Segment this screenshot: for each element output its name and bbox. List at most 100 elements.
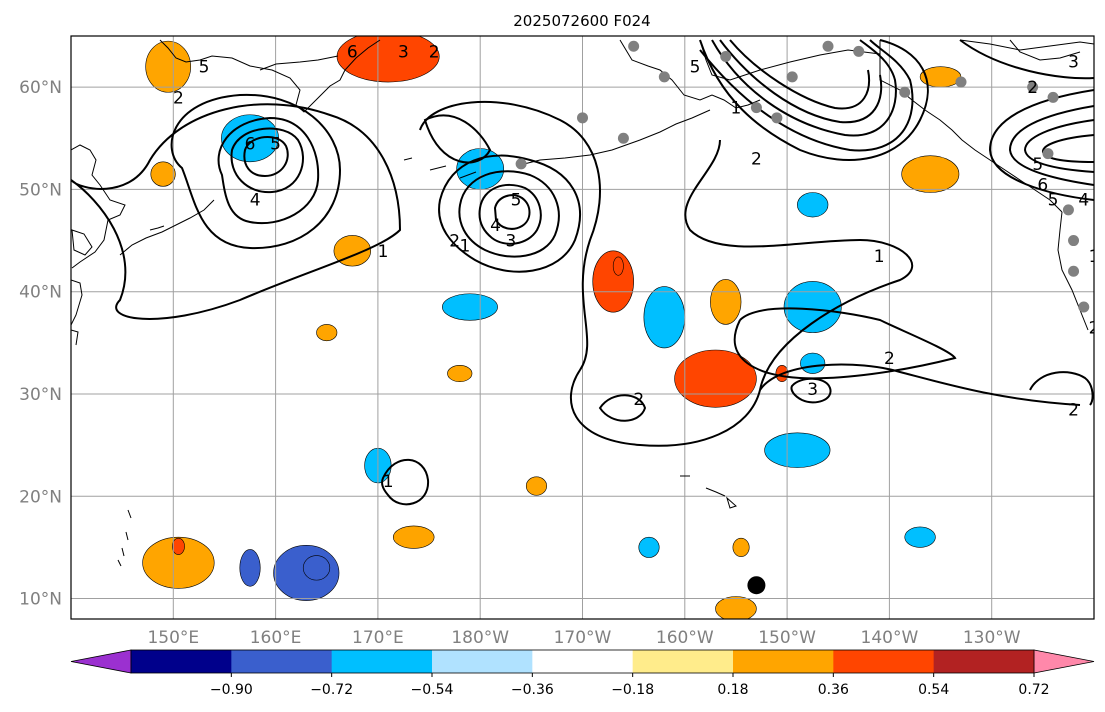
shaded-anomaly-region: [643, 286, 686, 349]
contour-label: 3: [505, 232, 516, 252]
contour-label: 3: [398, 42, 409, 62]
shaded-anomaly-region: [674, 349, 757, 408]
colorbar-tick-label: −0.36: [511, 682, 554, 698]
lon-tick-label: 150°W: [758, 628, 816, 648]
station-dot: [1027, 81, 1039, 93]
shaded-anomaly-region: [732, 537, 750, 557]
contour-label: 2: [449, 232, 460, 252]
shaded-anomaly-region: [392, 525, 435, 549]
colorbar-segment: [532, 650, 634, 673]
contour-label: 5: [511, 191, 522, 211]
station-dot: [1062, 204, 1074, 216]
station-dot: [1068, 265, 1080, 277]
colorbar-tick-label: 0.36: [818, 682, 849, 698]
shaded-anomaly-region: [783, 281, 842, 333]
contour-label: 6: [347, 42, 358, 62]
shaded-anomaly-region: [145, 40, 191, 93]
station-dot: [1042, 148, 1054, 160]
contour-label: 2: [751, 150, 762, 170]
lon-tick-label: 170°E: [352, 628, 404, 648]
colorbar-extend-min: [70, 649, 132, 674]
map-title: 2025072600 F024: [513, 12, 650, 30]
map-frame: [70, 35, 1095, 620]
station-dot: [515, 158, 527, 170]
contour-label: 1: [731, 99, 742, 119]
colorbar-tick-label: −0.90: [210, 682, 253, 698]
contour-label: 1: [459, 237, 470, 257]
contour-label: 5: [1032, 155, 1043, 175]
lat-tick-label: 20°N: [19, 487, 62, 507]
contour-label: 5: [270, 134, 281, 154]
colorbar-segment: [331, 650, 433, 673]
shaded-anomaly-region: [302, 555, 331, 581]
lon-tick-label: 180°W: [451, 628, 509, 648]
station-dot: [822, 40, 834, 52]
colorbar-tick-label: 0.54: [918, 682, 949, 698]
contour-label: 5: [690, 58, 701, 78]
shaded-anomaly-region: [239, 549, 261, 587]
shaded-anomaly-region: [904, 526, 936, 548]
shaded-anomaly-region: [525, 476, 547, 496]
station-dot: [955, 76, 967, 88]
station-dot: [1078, 301, 1090, 313]
station-dot: [658, 71, 670, 83]
shaded-anomaly-region: [797, 192, 829, 218]
lon-tick-label: 140°W: [861, 628, 919, 648]
colorbar-segment: [733, 650, 834, 673]
station-dot: [853, 45, 865, 57]
contour-label: 1: [378, 242, 389, 262]
colorbar-outline: [130, 649, 1035, 674]
lon-tick-label: 160°W: [656, 628, 714, 648]
shaded-anomaly-region: [447, 365, 473, 383]
colorbar-segment: [131, 650, 232, 673]
lon-tick-label: 170°W: [554, 628, 612, 648]
lon-tick-label: 160°E: [250, 628, 302, 648]
shaded-anomaly-region: [800, 352, 826, 374]
colorbar-extend-max: [1033, 649, 1095, 674]
contour-label: 2: [1068, 400, 1079, 420]
colorbar-tick-label: 0.18: [717, 682, 748, 698]
shaded-anomaly-region: [142, 536, 215, 589]
colorbar-segment: [231, 650, 333, 673]
lat-tick-label: 30°N: [19, 385, 62, 405]
lon-tick-label: 130°W: [963, 628, 1021, 648]
shaded-anomaly-region: [442, 293, 498, 321]
shaded-anomaly-region: [715, 596, 757, 619]
contour-label: 2: [884, 349, 895, 369]
shaded-anomaly-region: [171, 537, 185, 555]
shaded-anomaly-region: [638, 536, 660, 558]
lat-tick-label: 10°N: [19, 590, 62, 610]
colorbar: −0.90 −0.72 −0.54 −0.36 −0.18 0.18 0.36 0.54 0.7…: [70, 649, 1095, 698]
lon-tick-label: 150°E: [147, 628, 199, 648]
contour-label: 1: [874, 247, 885, 267]
station-dots: [515, 40, 1090, 313]
station-dot: [577, 112, 588, 124]
contour-label: 4: [250, 191, 261, 211]
station-dot: [628, 40, 640, 52]
shaded-anomaly-region: [150, 161, 176, 187]
colorbar-segment: [933, 650, 1035, 673]
contour-label: 6: [1037, 175, 1048, 195]
colorbar-tick-label: −0.18: [611, 682, 654, 698]
contour-label: 2: [173, 88, 184, 108]
lat-tick-label: 40°N: [19, 283, 62, 303]
shaded-anomaly-region: [592, 250, 634, 313]
contour-label: 2: [429, 42, 440, 62]
lat-lon-gridlines: [71, 36, 1094, 619]
station-dot: [617, 132, 629, 144]
lat-tick-label: 60°N: [19, 78, 62, 98]
station-dot: [786, 71, 798, 83]
lat-tick-label: 50°N: [19, 180, 62, 200]
axis-tick-labels: 60°N 50°N 40°N 30°N 20°N 10°N 150°E 160°E 170°E 1…: [19, 78, 1021, 648]
contour-label: 4: [490, 216, 501, 236]
contour-label: 4: [1078, 191, 1089, 211]
shaded-anomaly-region: [612, 256, 624, 276]
contour-label: 3: [1068, 53, 1079, 73]
contour-label: 1: [1089, 247, 1100, 267]
colorbar-tick-label: 0.72: [1018, 682, 1049, 698]
precipitation-anomaly-shading: [142, 36, 962, 619]
contour-lines: [71, 39, 1094, 506]
colorbar-tick-label: −0.54: [411, 682, 454, 698]
